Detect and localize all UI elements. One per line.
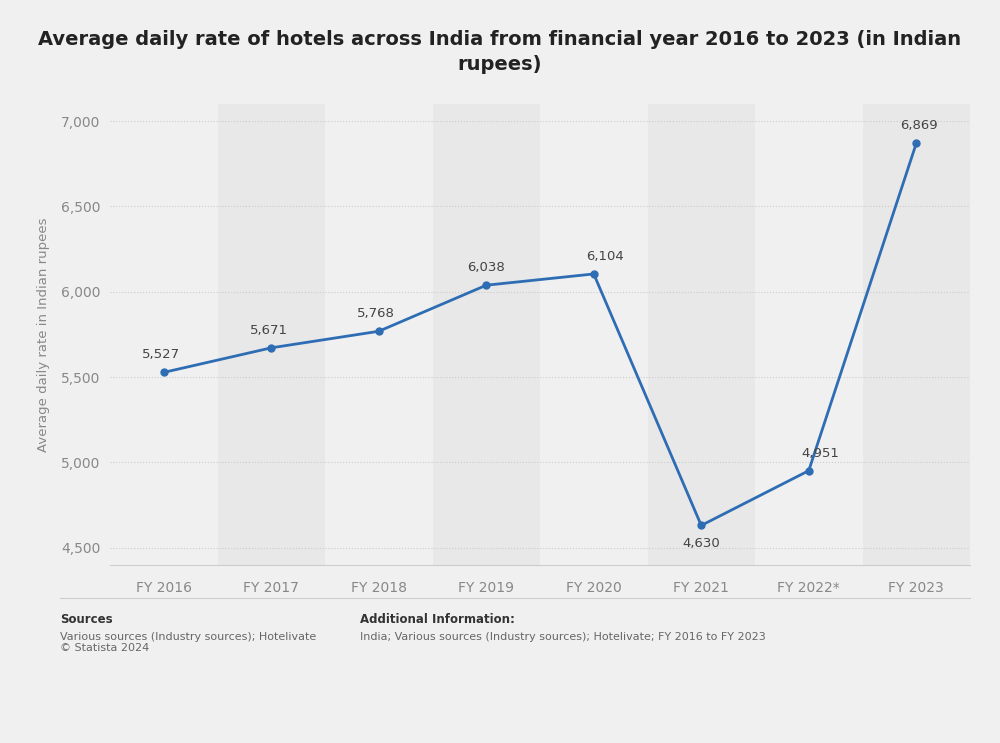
Bar bbox=[218, 104, 325, 565]
Text: 6,869: 6,869 bbox=[900, 120, 938, 132]
Text: Average daily rate of hotels across India from financial year 2016 to 2023 (in I: Average daily rate of hotels across Indi… bbox=[38, 30, 962, 74]
Text: Various sources (Industry sources); Hotelivate
© Statista 2024: Various sources (Industry sources); Hote… bbox=[60, 632, 316, 653]
Bar bbox=[862, 104, 970, 565]
Text: 4,630: 4,630 bbox=[682, 537, 720, 551]
Text: 4,951: 4,951 bbox=[801, 447, 839, 460]
Text: 6,038: 6,038 bbox=[467, 261, 505, 274]
Text: 6,104: 6,104 bbox=[586, 250, 624, 263]
Text: 5,527: 5,527 bbox=[142, 348, 180, 361]
Bar bbox=[648, 104, 755, 565]
Y-axis label: Average daily rate in Indian rupees: Average daily rate in Indian rupees bbox=[37, 217, 50, 452]
Bar bbox=[432, 104, 540, 565]
Text: 5,671: 5,671 bbox=[249, 324, 287, 337]
Text: Sources: Sources bbox=[60, 613, 113, 626]
Text: Additional Information:: Additional Information: bbox=[360, 613, 515, 626]
Text: 5,768: 5,768 bbox=[357, 307, 395, 320]
Text: India; Various sources (Industry sources); Hotelivate; FY 2016 to FY 2023: India; Various sources (Industry sources… bbox=[360, 632, 766, 641]
